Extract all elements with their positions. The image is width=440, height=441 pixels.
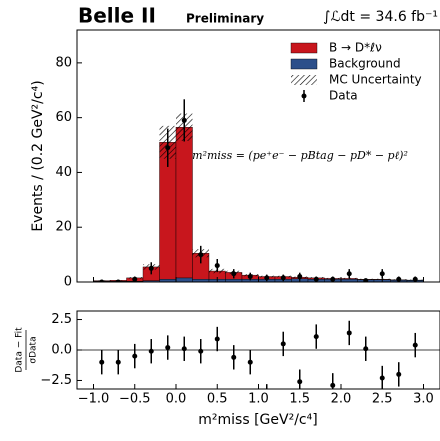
x-axis-label: m²miss [GeV²/c⁴] <box>198 412 317 428</box>
x-tick-label: 0.0 <box>166 392 187 407</box>
pull-point <box>198 349 203 354</box>
pull-y-label-denominator: σData <box>29 336 39 363</box>
x-tick-label: 1.0 <box>248 392 269 407</box>
y-tick-label: −2.5 <box>40 373 72 388</box>
pull-point <box>396 372 401 377</box>
data-point <box>215 263 220 268</box>
data-point <box>347 271 352 276</box>
legend-label: B → D*ℓν <box>329 41 382 55</box>
legend-label: MC Uncertainty <box>329 73 422 87</box>
pull-point <box>330 383 335 388</box>
pull-point <box>116 360 121 365</box>
legend-swatch <box>302 94 307 99</box>
x-tick-label: −0.5 <box>119 392 151 407</box>
data-point <box>182 118 187 123</box>
data-point <box>248 274 253 279</box>
data-point <box>198 252 203 257</box>
pull-point <box>165 345 170 350</box>
data-point <box>314 277 319 282</box>
annotation: m²miss = (pe⁺e⁻ − pBtag − pD* − pℓ)² <box>192 149 408 162</box>
data-point <box>231 271 236 276</box>
pull-point <box>149 349 154 354</box>
data-point <box>396 277 401 282</box>
pull-point <box>380 376 385 381</box>
y-tick-label: 80 <box>55 55 72 70</box>
legend-swatch <box>291 75 317 85</box>
y-tick-label: 0 <box>64 275 72 290</box>
legend-label: Data <box>329 89 358 103</box>
pull-point <box>132 354 137 359</box>
pull-point <box>182 346 187 351</box>
pull-point <box>314 334 319 339</box>
y-tick-label: 2.5 <box>51 312 72 327</box>
y-tick-label: 20 <box>55 220 72 235</box>
pull-point <box>281 341 286 346</box>
pull-point <box>347 330 352 335</box>
data-point <box>413 277 418 282</box>
x-tick-label: 1.5 <box>289 392 310 407</box>
data-point <box>281 275 286 280</box>
data-point <box>264 275 269 280</box>
pull-point <box>297 379 302 384</box>
y-axis-label: Events / (0.2 GeV²/c⁴) <box>30 80 46 231</box>
pull-point <box>248 360 253 365</box>
data-point <box>380 271 385 276</box>
histogram-bar <box>176 278 193 282</box>
x-tick-label: 3.0 <box>413 392 434 407</box>
legend-swatch <box>291 59 317 69</box>
pull-y-label-numerator: Data − Fit <box>15 327 25 373</box>
pull-point <box>363 346 368 351</box>
pull-point <box>99 360 104 365</box>
x-tick-label: 0.5 <box>207 392 228 407</box>
histogram-bar <box>176 127 193 278</box>
y-tick-label: 0.0 <box>51 343 72 358</box>
data-point <box>330 277 335 282</box>
pull-point <box>215 337 220 342</box>
legend-swatch <box>291 43 317 53</box>
data-point <box>149 266 154 271</box>
pull-point <box>413 343 418 348</box>
data-point <box>165 145 170 150</box>
x-tick-label: 2.0 <box>331 392 352 407</box>
x-tick-label: 2.5 <box>372 392 393 407</box>
experiment: Belle II <box>78 4 156 28</box>
y-tick-label: 60 <box>55 110 72 125</box>
luminosity: ∫ℒdt = 34.6 fb⁻¹ <box>323 9 438 25</box>
y-tick-label: 40 <box>55 165 72 180</box>
pull-point <box>231 355 236 360</box>
legend-label: Background <box>329 57 401 71</box>
x-tick-label: −1.0 <box>78 392 110 407</box>
status: Preliminary <box>186 12 264 26</box>
